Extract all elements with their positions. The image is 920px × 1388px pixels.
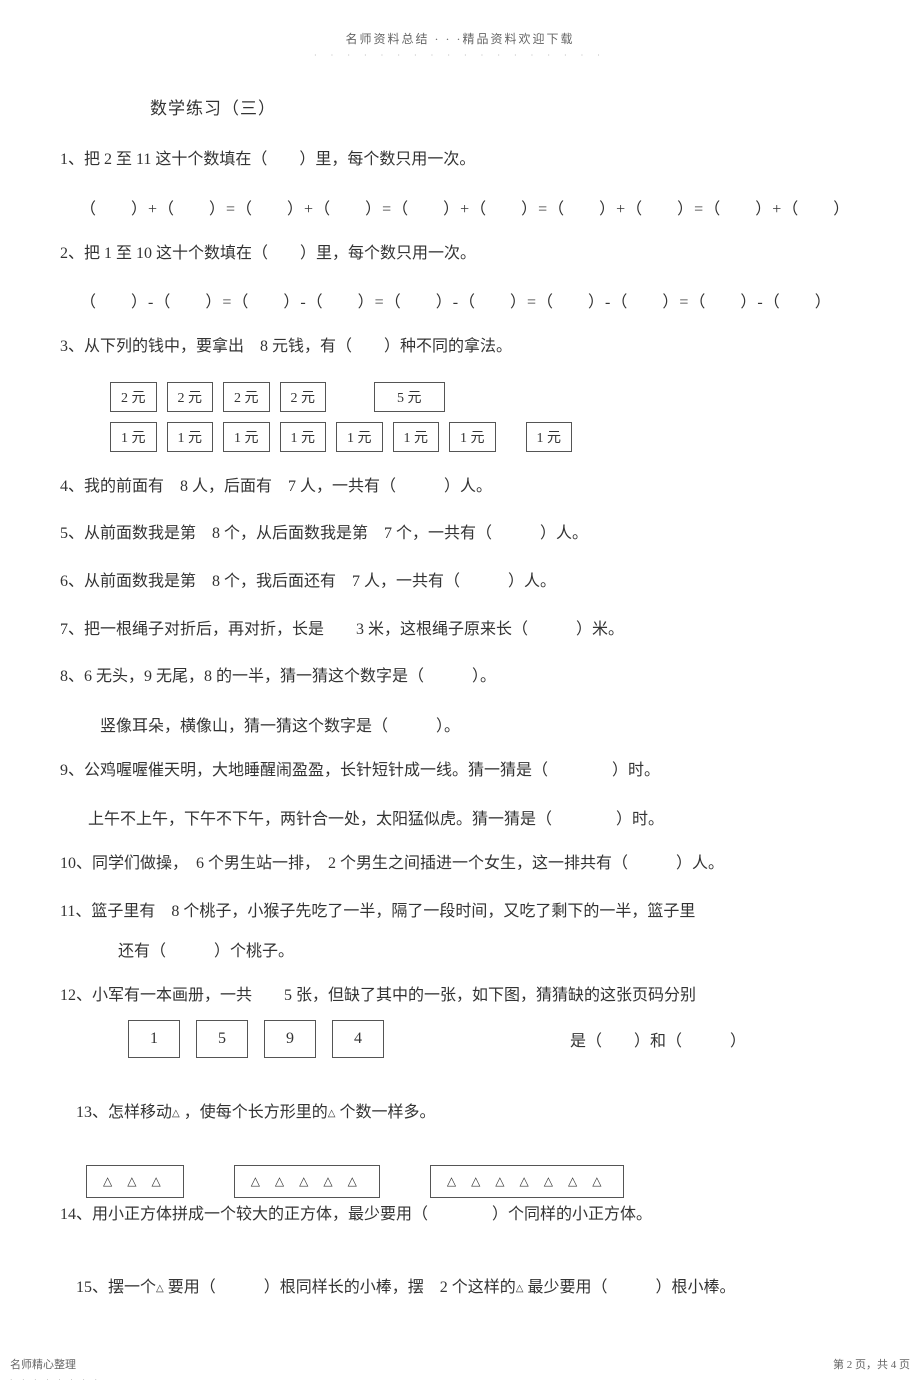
q15-b: 要用（ ）根同样长的小棒，摆 2 个这样的 <box>164 1279 516 1296</box>
q9a-text: 9、公鸡喔喔催天明，大地睡醒闹盈盈，长针短针成一线。猜一猜是（ ）时。 <box>60 758 860 784</box>
money-box: 1 元 <box>167 422 214 452</box>
q3-money-row2: 1 元 1 元 1 元 1 元 1 元 1 元 1 元 1 元 <box>110 422 860 452</box>
tri-box: △ △ △ <box>86 1165 184 1198</box>
q3-money-row1: 2 元 2 元 2 元 2 元 5 元 <box>110 382 860 412</box>
q15-a: 15、摆一个 <box>76 1279 156 1296</box>
q4-text: 4、我的前面有 8 人，后面有 7 人，一共有（ ）人。 <box>60 474 860 500</box>
q15-c: 最少要用（ ）根小棒。 <box>523 1279 735 1296</box>
q12-right: 是（ ）和（ ） <box>570 1027 746 1051</box>
page: 名师资料总结 · · ·精品资料欢迎下载 · · · · · · · · · ·… <box>0 0 920 1388</box>
money-box: 1 元 <box>280 422 327 452</box>
money-box: 1 元 <box>110 422 157 452</box>
q5-text: 5、从前面数我是第 8 个，从后面数我是第 7 个，一共有（ ）人。 <box>60 521 860 547</box>
q2-eq: （ ）-（ ）=（ ）-（ ）=（ ）-（ ）=（ ）-（ ）=（ ）-（ ） <box>80 288 860 312</box>
q3-text: 3、从下列的钱中，要拿出 8 元钱，有（ ）种不同的拿法。 <box>60 334 860 360</box>
footer-right: 第 2 页，共 4 页 <box>833 1356 910 1372</box>
page-card: 4 <box>332 1020 384 1058</box>
q12-pages-row: 1 5 9 4 是（ ）和（ ） <box>128 1020 860 1058</box>
q11a-text: 11、篮子里有 8 个桃子，小猴子先吃了一半，隔了一段时间，又吃了剩下的一半，篮… <box>60 899 860 925</box>
q13-a: 13、怎样移动 <box>76 1104 172 1121</box>
money-box: 5 元 <box>374 382 445 412</box>
money-box: 1 元 <box>526 422 573 452</box>
q7-text: 7、把一根绳子对折后，再对折，长是 3 米，这根绳子原来长（ ）米。 <box>60 617 860 643</box>
q13-text: 13、怎样移动△ ，使每个长方形里的△ 个数一样多。 <box>60 1074 860 1151</box>
header-top: 名师资料总结 · · ·精品资料欢迎下载 <box>60 30 860 47</box>
worksheet-title: 数学练习（三） <box>150 94 860 119</box>
q9b-text: 上午不上午，下午不下午，两针合一处，太阳猛似虎。猜一猜是（ ）时。 <box>88 805 860 829</box>
q1-text: 1、把 2 至 11 这十个数填在（ ）里，每个数只用一次。 <box>60 147 860 173</box>
q3-money-group: 2 元 2 元 2 元 2 元 5 元 1 元 1 元 1 元 1 元 1 元 … <box>110 382 860 452</box>
header-dots: · · · · · · · · · · · · · · · · · · <box>60 51 860 60</box>
money-box: 1 元 <box>449 422 496 452</box>
triangle-icon: △ <box>172 1106 180 1122</box>
footer-dots: · · · · · · · · <box>10 1376 101 1384</box>
money-box: 2 元 <box>280 382 327 412</box>
q13-c: 个数一样多。 <box>335 1104 435 1121</box>
money-box: 1 元 <box>393 422 440 452</box>
page-card: 5 <box>196 1020 248 1058</box>
q13-boxes: △ △ △ △ △ △ △ △ △ △ △ △ △ △ △ <box>86 1165 860 1198</box>
money-box: 2 元 <box>167 382 214 412</box>
q2-text: 2、把 1 至 10 这十个数填在（ ）里，每个数只用一次。 <box>60 241 860 267</box>
q13-b: ，使每个长方形里的 <box>180 1104 328 1121</box>
page-card: 9 <box>264 1020 316 1058</box>
footer-left: 名师精心整理 <box>10 1356 76 1372</box>
q8a-text: 8、6 无头，9 无尾，8 的一半，猜一猜这个数字是（ ）。 <box>60 664 860 690</box>
tri-box: △ △ △ △ △ <box>234 1165 380 1198</box>
tri-box: △ △ △ △ △ △ △ <box>430 1165 625 1198</box>
money-box: 1 元 <box>336 422 383 452</box>
page-card: 1 <box>128 1020 180 1058</box>
money-box: 1 元 <box>223 422 270 452</box>
q15-text: 15、摆一个△ 要用（ ）根同样长的小棒，摆 2 个这样的△ 最少要用（ ）根小… <box>60 1250 860 1327</box>
money-box: 2 元 <box>223 382 270 412</box>
q10-text: 10、同学们做操， 6 个男生站一排， 2 个男生之间插进一个女生，这一排共有（… <box>60 851 860 877</box>
q12a-text: 12、小军有一本画册，一共 5 张，但缺了其中的一张，如下图，猜猜缺的这张页码分… <box>60 983 860 1009</box>
q8b-text: 竖像耳朵，横像山，猜一猜这个数字是（ ）。 <box>100 712 860 736</box>
page-footer: 名师精心整理 第 2 页，共 4 页 <box>10 1356 910 1372</box>
q6-text: 6、从前面数我是第 8 个，我后面还有 7 人，一共有（ ）人。 <box>60 569 860 595</box>
money-box: 2 元 <box>110 382 157 412</box>
q1-eq: （ ）+（ ）=（ ）+（ ）=（ ）+（ ）=（ ）+（ ）=（ ）+（ ） <box>80 195 860 219</box>
triangle-icon: △ <box>156 1281 164 1297</box>
q14-text: 14、用小正方体拼成一个较大的正方体，最少要用（ ）个同样的小正方体。 <box>60 1202 860 1228</box>
q11b-text: 还有（ ）个桃子。 <box>118 937 860 961</box>
